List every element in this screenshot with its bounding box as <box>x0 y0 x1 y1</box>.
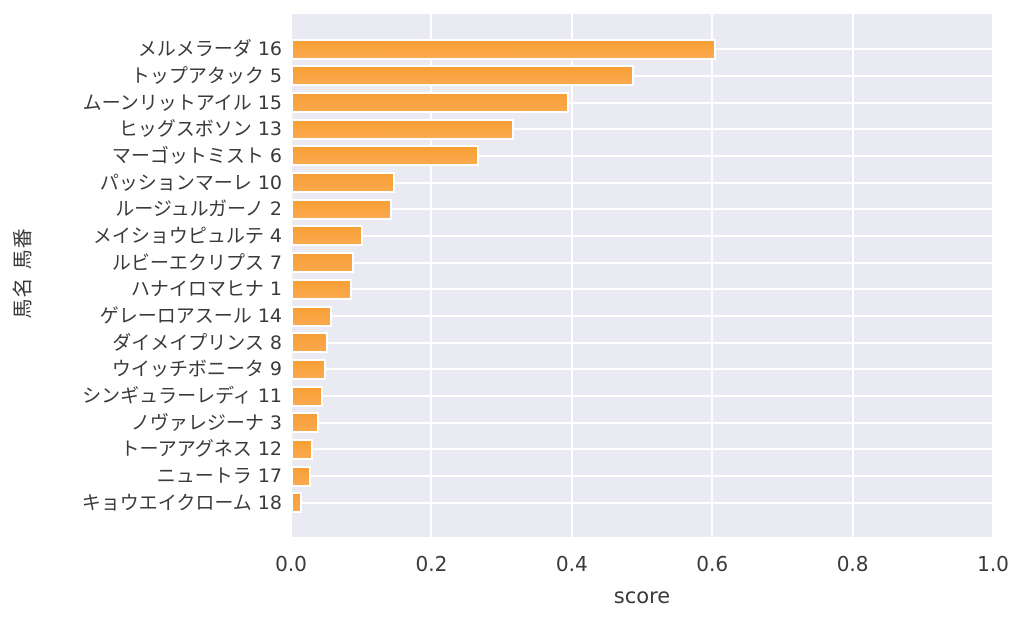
x-tick-label: 0.2 <box>415 552 448 576</box>
horizontal-gridline <box>291 501 993 504</box>
y-tick-label: ウイッチボニータ 9 <box>111 358 282 381</box>
horizontal-gridline <box>291 74 993 77</box>
y-tick-label: ノヴァレジーナ 3 <box>130 411 282 434</box>
vertical-gridline <box>711 14 714 537</box>
bar <box>291 438 314 460</box>
bar <box>291 278 353 300</box>
bar <box>291 225 363 247</box>
x-tick-label: 1.0 <box>977 552 1009 576</box>
x-tick-labels: 0.0 0.2 0.4 0.6 0.8 1.0 <box>275 552 1009 578</box>
horizontal-gridline <box>291 395 993 397</box>
y-tick-labels: メルメラーダ 16 トップアタック 5 ムーンリットアイル 15 ヒッグスボソン 13… <box>0 14 282 537</box>
bar <box>291 65 635 87</box>
y-tick-label: パッションマーレ 10 <box>99 171 282 194</box>
plot-area <box>290 14 994 537</box>
x-tick-label: 0.6 <box>696 552 729 576</box>
horizontal-gridline <box>291 154 993 157</box>
y-tick-label: ダイメイプリンス 8 <box>112 331 282 354</box>
y-tick-label: キョウエイクローム 18 <box>81 491 282 514</box>
bar <box>291 305 333 327</box>
vertical-gridline <box>570 14 573 537</box>
bar <box>291 465 312 487</box>
bar <box>291 332 329 354</box>
bar <box>291 412 320 434</box>
vertical-gridline <box>290 14 292 537</box>
bar <box>291 38 716 60</box>
bar <box>291 118 515 140</box>
x-tick-label: 0.4 <box>555 552 588 576</box>
horizontal-gridline <box>291 208 993 211</box>
y-tick-label: トップアタック 5 <box>130 64 282 87</box>
bar <box>291 252 355 274</box>
y-tick-label: メルメラーダ 16 <box>137 38 282 61</box>
y-tick-label: ゲレーロアスール 14 <box>99 305 282 327</box>
horizontal-gridline <box>291 128 993 131</box>
horizontal-gridline <box>291 261 993 264</box>
bar <box>291 172 395 194</box>
horizontal-gridline <box>291 475 993 478</box>
y-tick-label: ニュートラ 17 <box>156 465 282 488</box>
y-tick-label: ヒッグスボソン 13 <box>118 118 282 141</box>
y-tick-label: シンギュラーレディ 11 <box>82 385 282 407</box>
bar <box>291 92 569 114</box>
horizontal-gridline <box>291 234 993 237</box>
bar <box>291 358 327 380</box>
x-tick-label: 0.0 <box>275 552 307 576</box>
horizontal-gridline <box>291 288 993 291</box>
horizontal-gridline <box>291 421 993 424</box>
y-tick-label: ハナイロマヒナ 1 <box>130 278 282 301</box>
horizontal-gridline <box>291 101 993 104</box>
horizontal-gridline <box>291 448 993 451</box>
x-axis-label: score <box>613 584 671 608</box>
y-tick-label: ムーンリットアイル 15 <box>82 91 282 114</box>
horizontal-gridline <box>291 181 993 184</box>
bar <box>291 198 393 220</box>
bar <box>291 492 302 514</box>
y-tick-label: トーアアグネス 12 <box>120 438 282 461</box>
bar <box>291 145 480 167</box>
horizontal-gridline <box>291 341 993 344</box>
y-tick-label: ルビーエクリプス 7 <box>111 251 282 274</box>
vertical-gridline <box>992 14 994 537</box>
vertical-gridline <box>430 14 433 537</box>
x-tick-label: 0.8 <box>836 552 869 576</box>
y-tick-label: マーゴットミスト 6 <box>111 144 282 167</box>
bar <box>291 385 324 407</box>
horizontal-gridline <box>291 368 993 371</box>
y-tick-label: メイショウピュルテ 4 <box>92 224 282 247</box>
y-tick-label: ルージュルガーノ 2 <box>115 198 282 221</box>
vertical-gridline <box>851 14 854 537</box>
horizontal-gridline <box>291 315 993 317</box>
